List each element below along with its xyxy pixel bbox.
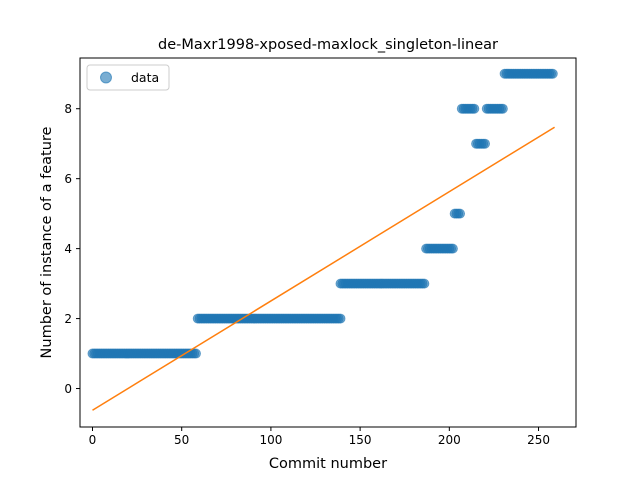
x-tick-label: 250 <box>527 433 550 447</box>
y-axis-label: Number of instance of a feature <box>39 126 55 358</box>
plot-frame <box>79 57 577 428</box>
x-tick-label: 0 <box>89 433 97 447</box>
legend-label-data: data <box>131 70 159 85</box>
legend: data <box>86 64 170 91</box>
x-axis: 0 50 100 150 200 250 <box>89 427 550 447</box>
y-tick-label: 6 <box>64 172 72 186</box>
x-tick-label: 100 <box>259 433 282 447</box>
x-axis-label: Commit number <box>269 456 387 472</box>
y-tick-label: 2 <box>64 312 72 326</box>
data-point <box>469 103 480 114</box>
y-tick-label: 0 <box>64 382 72 396</box>
data-point <box>497 103 508 114</box>
data-point <box>190 348 201 359</box>
x-tick-label: 150 <box>349 433 372 447</box>
x-tick-label: 200 <box>438 433 461 447</box>
chart-title: de-Maxr1998-xposed-maxlock_singleton-lin… <box>158 37 498 53</box>
data-marks <box>87 68 558 411</box>
y-axis: 0 2 4 6 8 <box>64 102 80 396</box>
data-point <box>447 243 458 254</box>
legend-marker-data <box>100 71 112 84</box>
y-tick-label: 8 <box>64 102 72 116</box>
y-tick-label: 4 <box>64 242 72 256</box>
data-point <box>419 278 430 289</box>
x-tick-label: 50 <box>174 433 189 447</box>
fit-line <box>92 126 555 411</box>
legend-box <box>86 64 170 91</box>
data-point <box>480 138 491 149</box>
data-point <box>335 313 346 324</box>
data-point <box>547 68 558 79</box>
data-point <box>455 208 466 219</box>
